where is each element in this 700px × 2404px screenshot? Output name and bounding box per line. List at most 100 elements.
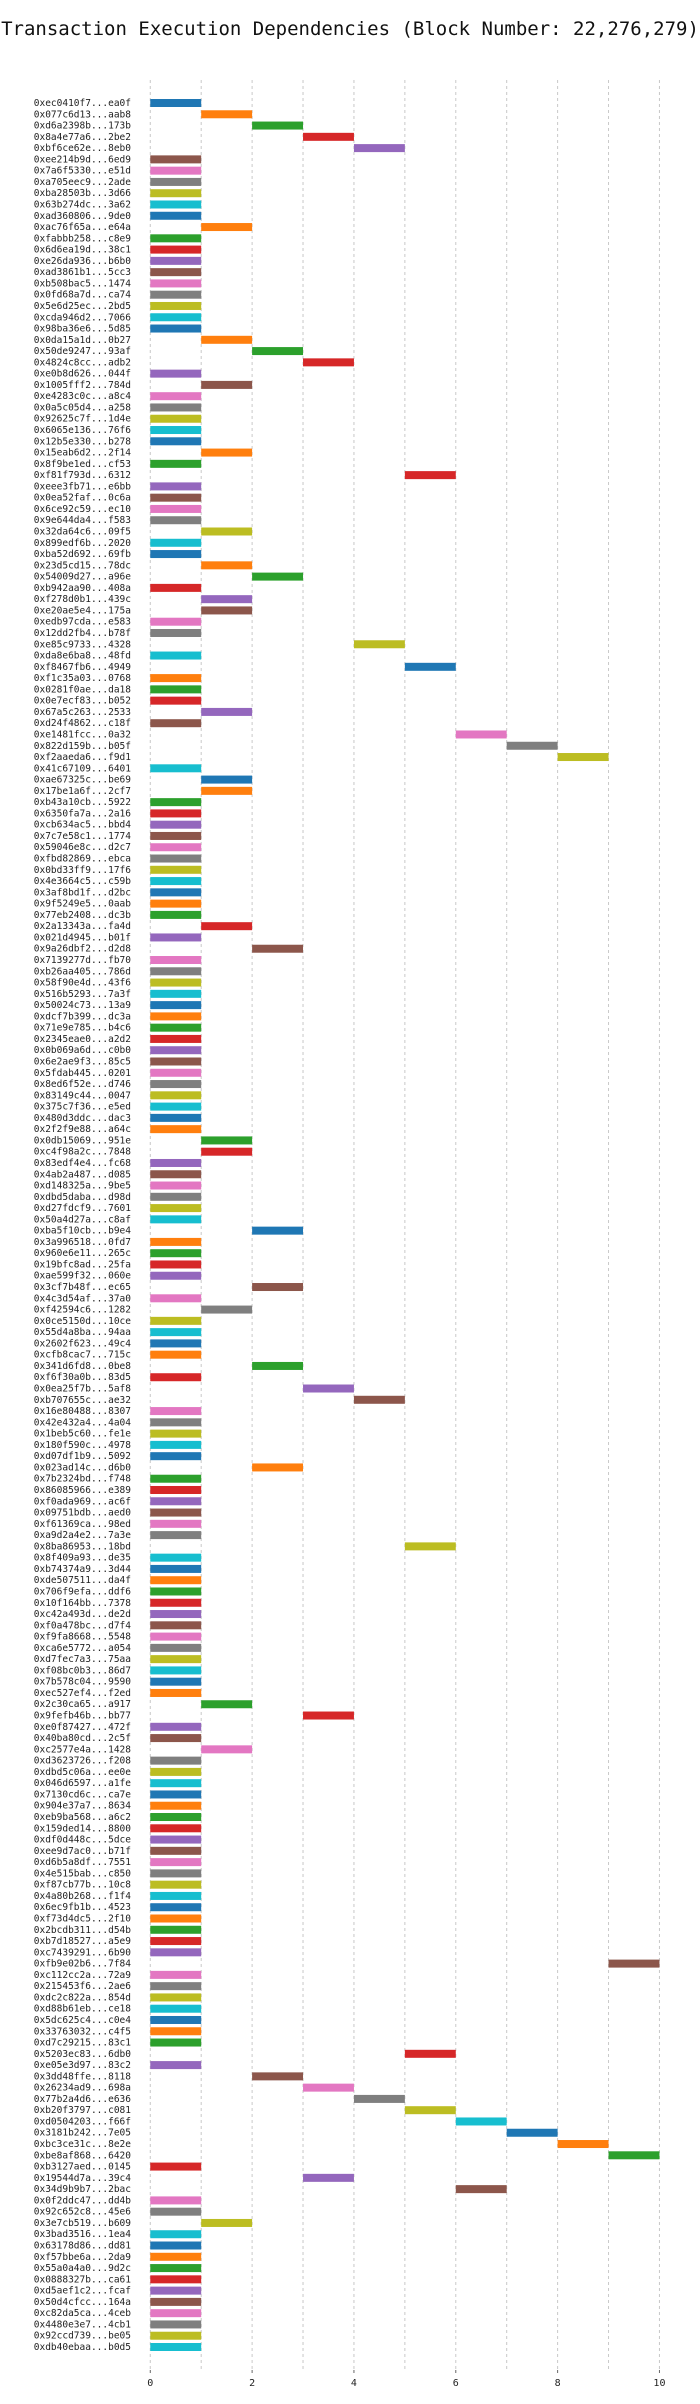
y-tick-label: 0xf57bbe6a...2da9 bbox=[34, 2252, 132, 2263]
y-tick-label: 0xf8467fb6...4949 bbox=[34, 662, 132, 673]
dependency-bar bbox=[150, 1237, 202, 1246]
y-tick-label: 0x0f2ddc47...dd4b bbox=[34, 2195, 132, 2206]
dependency-bar bbox=[150, 910, 202, 919]
y-tick-label: 0x5dc625c4...c0e4 bbox=[34, 2015, 132, 2026]
y-tick-label: 0x215453f6...2ae6 bbox=[34, 1981, 132, 1992]
dependency-bar bbox=[150, 1655, 202, 1664]
y-tick-label: 0xba5f10cb...b9e4 bbox=[34, 1226, 132, 1237]
dependency-bar bbox=[150, 1564, 202, 1573]
y-tick-label: 0xc4f98a2c...7848 bbox=[34, 1147, 132, 1158]
dependency-bar bbox=[150, 1204, 202, 1213]
dependency-bar bbox=[150, 1621, 202, 1630]
y-tick-label: 0xf87cb77b...10c8 bbox=[34, 1880, 132, 1891]
y-tick-label: 0x3bad3516...1ea4 bbox=[34, 2229, 132, 2240]
dependency-bar bbox=[150, 177, 202, 186]
y-tick-label: 0xae67325c...be69 bbox=[34, 775, 132, 786]
dependency-bar bbox=[150, 1407, 202, 1416]
dependency-bar bbox=[252, 121, 304, 130]
dependency-bar bbox=[150, 279, 202, 288]
dependency-bar bbox=[201, 335, 253, 344]
y-tick-label: 0xd6a2398b...173b bbox=[34, 121, 132, 132]
dependency-bar bbox=[201, 223, 253, 232]
dependency-bar bbox=[150, 877, 202, 886]
dependency-bar bbox=[150, 99, 202, 107]
y-tick-label: 0xc42a493d...de2d bbox=[34, 1609, 131, 1620]
dependency-bar bbox=[150, 865, 202, 874]
dependency-bar bbox=[150, 166, 202, 175]
y-tick-label: 0xb74374a9...3d44 bbox=[34, 1564, 132, 1575]
y-tick-label: 0x2c30ca65...a917 bbox=[34, 1699, 131, 1710]
dependency-bar bbox=[150, 1813, 202, 1822]
y-tick-label: 0x0a5c05d4...a258 bbox=[34, 402, 132, 413]
dependency-bar bbox=[150, 1722, 202, 1731]
dependency-bar bbox=[150, 933, 202, 942]
y-tick-label: 0xae599f32...060e bbox=[34, 1271, 132, 1282]
dependency-bar bbox=[150, 583, 202, 592]
dependency-bar bbox=[150, 301, 202, 310]
y-tick-label: 0x50d4cfcc...164a bbox=[34, 2297, 131, 2308]
dependency-bar bbox=[150, 1249, 202, 1258]
dependency-bar bbox=[150, 313, 202, 322]
dependency-bar bbox=[303, 1711, 354, 1720]
dependency-bar bbox=[150, 2275, 202, 2284]
y-tick-label: 0x58f90e4d...43f6 bbox=[34, 978, 132, 989]
dependency-bar bbox=[150, 831, 202, 840]
y-tick-label: 0xfbd82869...ebca bbox=[34, 854, 131, 865]
dependency-bar bbox=[150, 854, 202, 863]
dependency-bar bbox=[252, 944, 304, 953]
dependency-bar bbox=[150, 1260, 202, 1269]
dependency-bar bbox=[353, 2094, 405, 2103]
y-tick-label: 0x54009d27...a96e bbox=[34, 572, 132, 583]
y-tick-label: 0x3e7cb519...b609 bbox=[34, 2218, 132, 2229]
dependency-bar bbox=[150, 1350, 202, 1359]
dependency-bar bbox=[150, 1034, 202, 1043]
y-tick-label: 0x17be1a6f...2cf7 bbox=[34, 786, 131, 797]
dependency-bar bbox=[150, 1271, 202, 1280]
y-tick-label: 0xda8e6ba8...48fd bbox=[34, 651, 131, 662]
y-tick-label: 0x7b578c04...9590 bbox=[34, 1677, 132, 1688]
y-tick-label: 0xa705eec9...2ade bbox=[34, 177, 132, 188]
dependency-bar bbox=[150, 2027, 202, 2036]
dependency-bar bbox=[150, 189, 202, 198]
dependency-bar bbox=[150, 1553, 202, 1562]
y-tick-label: 0xd27fdcf9...7601 bbox=[34, 1203, 132, 1214]
dependency-bar bbox=[150, 1452, 202, 1461]
dependency-bar bbox=[150, 245, 202, 254]
dependency-bar bbox=[150, 2331, 202, 2340]
y-tick-label: 0x480d3ddc...dac3 bbox=[34, 1113, 131, 1124]
dependency-bar bbox=[150, 1519, 202, 1528]
y-tick-label: 0xcb634ac5...bbd4 bbox=[34, 820, 132, 831]
dependency-bar bbox=[150, 234, 202, 243]
dependency-bar bbox=[150, 1046, 202, 1055]
y-tick-label: 0x0888327b...ca61 bbox=[34, 2274, 132, 2285]
dependency-bar bbox=[150, 1158, 202, 1167]
y-tick-label: 0x98ba36e6...5d85 bbox=[34, 324, 131, 335]
y-tick-label: 0x341d6fd8...0be8 bbox=[34, 1361, 132, 1372]
dependency-bar bbox=[150, 1643, 202, 1652]
dependency-bar bbox=[252, 1226, 304, 1235]
dependency-bar bbox=[150, 2343, 202, 2351]
dependency-bar bbox=[150, 1215, 202, 1224]
y-tick-label: 0xa9d2a4e2...7a3e bbox=[34, 1530, 132, 1541]
dependency-bar bbox=[404, 471, 456, 480]
y-tick-label: 0x6ec9fb1b...4523 bbox=[34, 1902, 131, 1913]
dependency-bar bbox=[150, 493, 202, 502]
y-tick-label: 0x3cf7b48f...ec65 bbox=[34, 1282, 131, 1293]
dependency-bar bbox=[150, 1835, 202, 1844]
y-tick-label: 0x3af8bd1f...d2bc bbox=[34, 887, 131, 898]
y-tick-label: 0x77b2a4d6...e636 bbox=[34, 2094, 132, 2105]
y-tick-label: 0xd7c29215...83c1 bbox=[34, 2038, 132, 2049]
dependency-bar bbox=[150, 1497, 202, 1506]
y-tick-label: 0xee9d7ac0...b71f bbox=[34, 1846, 131, 1857]
y-tick-label: 0x7c7e58c1...1774 bbox=[34, 831, 132, 842]
dependency-bar bbox=[303, 358, 354, 367]
dependency-bar bbox=[150, 1012, 202, 1021]
dependency-bar bbox=[201, 110, 253, 119]
dependency-bar bbox=[150, 1113, 202, 1122]
y-tick-label: 0xe1481fcc...0a32 bbox=[34, 729, 131, 740]
y-tick-label: 0xc7439291...6b90 bbox=[34, 1947, 132, 1958]
dependency-bar bbox=[252, 347, 304, 356]
dependency-bar bbox=[201, 1136, 253, 1145]
y-tick-label: 0x960e6e11...265c bbox=[34, 1248, 131, 1259]
y-tick-label: 0xb3127aed...0145 bbox=[34, 2162, 131, 2173]
